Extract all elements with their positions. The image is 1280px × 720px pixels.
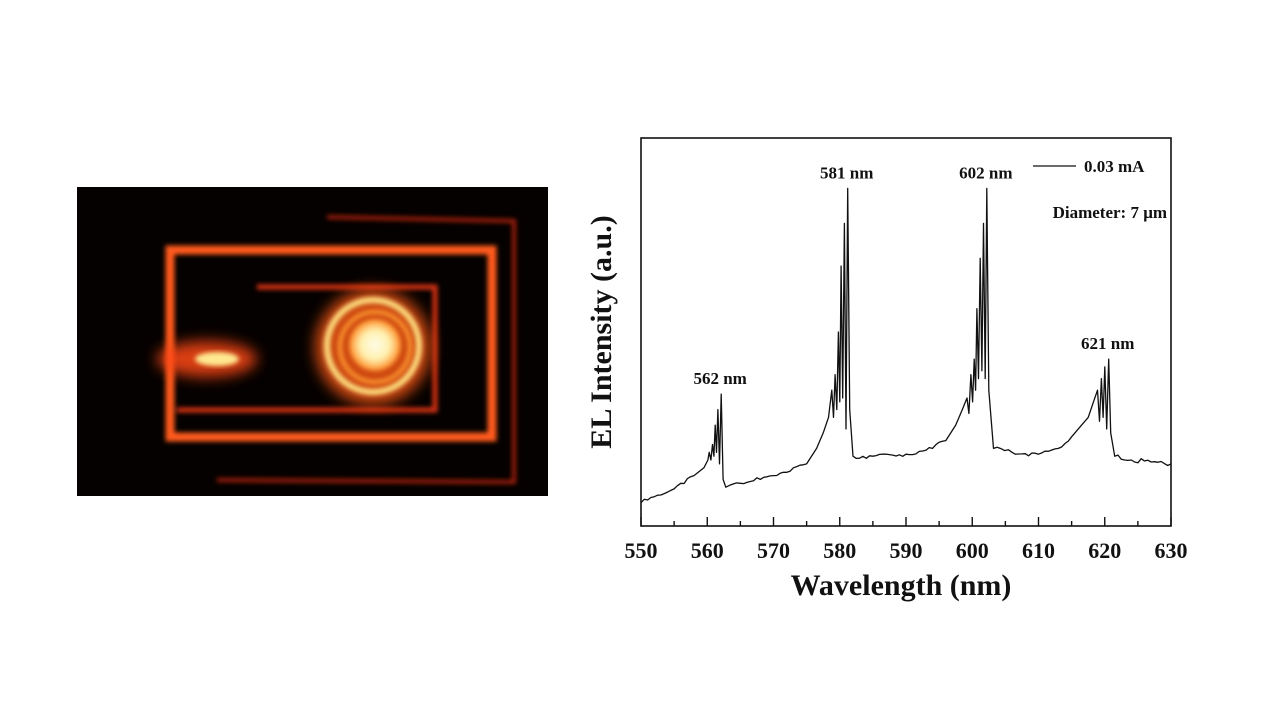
- plot-frame: [640, 137, 1172, 527]
- outer-electrode-glow: [216, 215, 516, 485]
- x-tick-label: 590: [890, 538, 923, 563]
- x-tick-label: 630: [1155, 538, 1188, 563]
- y-axis-title: EL Intensity (a.u.): [585, 215, 618, 448]
- x-axis-title: Wavelength (nm): [791, 569, 1012, 602]
- x-tick-label: 620: [1088, 538, 1121, 563]
- legend-label: 0.03 mA: [1084, 157, 1145, 176]
- photo-background: [77, 187, 548, 496]
- series-line-0.03mA: [640, 187, 1172, 504]
- device-emission-photo: [77, 187, 548, 496]
- middle-electrode-glow: [165, 245, 497, 442]
- peak-label: 581 nm: [820, 163, 873, 182]
- inner-electrode-glow: [177, 284, 438, 413]
- microdisk-ring: [324, 297, 422, 395]
- x-tick-label: 600: [956, 538, 989, 563]
- peak-label: 562 nm: [693, 369, 746, 388]
- contact-hotspot: [195, 352, 239, 366]
- diameter-note: Diameter: 7 μm: [1053, 203, 1167, 222]
- x-tick-label: 560: [691, 538, 724, 563]
- x-tick-label: 610: [1022, 538, 1055, 563]
- x-tick-label: 550: [625, 538, 658, 563]
- peak-label: 602 nm: [959, 163, 1012, 182]
- x-tick-label: 570: [757, 538, 790, 563]
- microdisk-ring-inner: [338, 310, 412, 384]
- peak-label: 621 nm: [1081, 334, 1134, 353]
- x-tick-label: 580: [823, 538, 856, 563]
- microdisk-core: [349, 319, 401, 371]
